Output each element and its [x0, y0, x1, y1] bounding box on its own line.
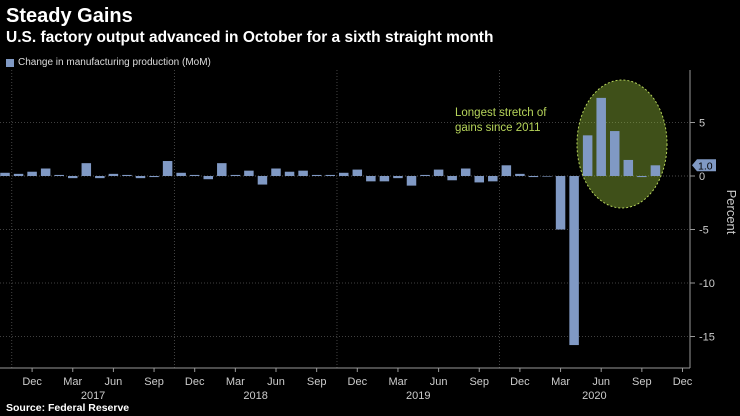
- bar: [325, 174, 335, 176]
- source-note: Source: Federal Reserve: [6, 402, 130, 414]
- bar: [555, 176, 566, 230]
- x-tick-label: Dec: [22, 376, 42, 388]
- x-tick-label: Sep: [632, 376, 652, 388]
- x-year-label: 2018: [243, 390, 267, 402]
- bar: [230, 174, 241, 176]
- chart-subtitle: U.S. factory output advanced in October …: [6, 29, 494, 46]
- x-tick-label: Mar: [63, 376, 82, 388]
- bar: [217, 163, 227, 176]
- bar: [569, 176, 579, 346]
- x-year-label: 2019: [406, 390, 430, 402]
- x-year-label: 2017: [81, 390, 105, 402]
- bar: [149, 176, 159, 178]
- bar: [339, 172, 349, 176]
- bar: [203, 176, 213, 180]
- bar: [244, 170, 254, 176]
- bar: [610, 131, 620, 176]
- bar: [95, 176, 105, 179]
- bar: [40, 168, 51, 176]
- bar: [257, 176, 268, 185]
- annotation-text: Longest stretch of: [455, 107, 547, 119]
- x-tick-label: Jun: [592, 376, 610, 388]
- y-tick-label: 0: [699, 171, 705, 183]
- legend-swatch: [6, 58, 14, 67]
- bar: [298, 170, 308, 176]
- bar: [176, 172, 186, 176]
- chart-title: Steady Gains: [6, 5, 133, 27]
- y-axis-label: Percent: [724, 190, 739, 235]
- bar: [393, 176, 403, 179]
- bar: [284, 171, 295, 176]
- x-tick-label: Dec: [348, 376, 368, 388]
- bar: [623, 159, 634, 176]
- x-tick-label: Mar: [226, 376, 245, 388]
- legend: Change in manufacturing production (MoM): [6, 57, 211, 68]
- x-tick-label: Jun: [267, 376, 285, 388]
- bar: [135, 176, 146, 179]
- bar: [420, 174, 430, 176]
- bar: [122, 174, 132, 176]
- bar: [582, 135, 593, 176]
- bar: [596, 97, 606, 176]
- annotation-text: gains since 2011: [455, 122, 540, 134]
- x-tick-label: Sep: [307, 376, 327, 388]
- bar: [637, 176, 647, 178]
- bar: [162, 161, 173, 176]
- bar: [352, 169, 363, 176]
- bar: [433, 169, 444, 176]
- bar: [54, 174, 64, 176]
- y-tick-label: -15: [699, 332, 715, 344]
- x-tick-label: Sep: [144, 376, 164, 388]
- bar: [189, 174, 200, 176]
- bar: [108, 173, 119, 176]
- y-tick-label: 5: [699, 118, 705, 130]
- bar: [68, 176, 78, 179]
- bar: [406, 176, 417, 186]
- bar: [650, 165, 661, 176]
- bar: [501, 165, 512, 176]
- x-year-label: 2020: [582, 390, 606, 402]
- last-value-tag: [692, 159, 716, 172]
- x-tick-label: Jun: [430, 376, 448, 388]
- bar: [460, 168, 471, 176]
- y-tick-label: -10: [699, 278, 715, 290]
- x-tick-label: Sep: [469, 376, 489, 388]
- bar: [542, 176, 552, 177]
- bar: [27, 171, 37, 176]
- x-tick-label: Mar: [551, 376, 570, 388]
- x-tick-label: Mar: [388, 376, 407, 388]
- bar: [379, 176, 390, 182]
- bar: [366, 176, 376, 182]
- bar: [311, 174, 322, 176]
- bar: [13, 173, 24, 176]
- bar: [81, 163, 92, 176]
- x-tick-label: Dec: [673, 376, 693, 388]
- y-tick-label: -5: [699, 225, 709, 237]
- legend-label: Change in manufacturing production (MoM): [18, 57, 211, 68]
- bar: [528, 176, 539, 178]
- bar: [488, 176, 498, 182]
- bar: [271, 168, 281, 176]
- last-value-label: 1.0: [698, 160, 713, 172]
- x-tick-label: Jun: [105, 376, 123, 388]
- bar: [474, 176, 484, 183]
- bar: [515, 173, 525, 176]
- x-tick-label: Dec: [510, 376, 530, 388]
- x-tick-label: Dec: [185, 376, 205, 388]
- bar: [0, 172, 10, 176]
- bar: [447, 176, 457, 181]
